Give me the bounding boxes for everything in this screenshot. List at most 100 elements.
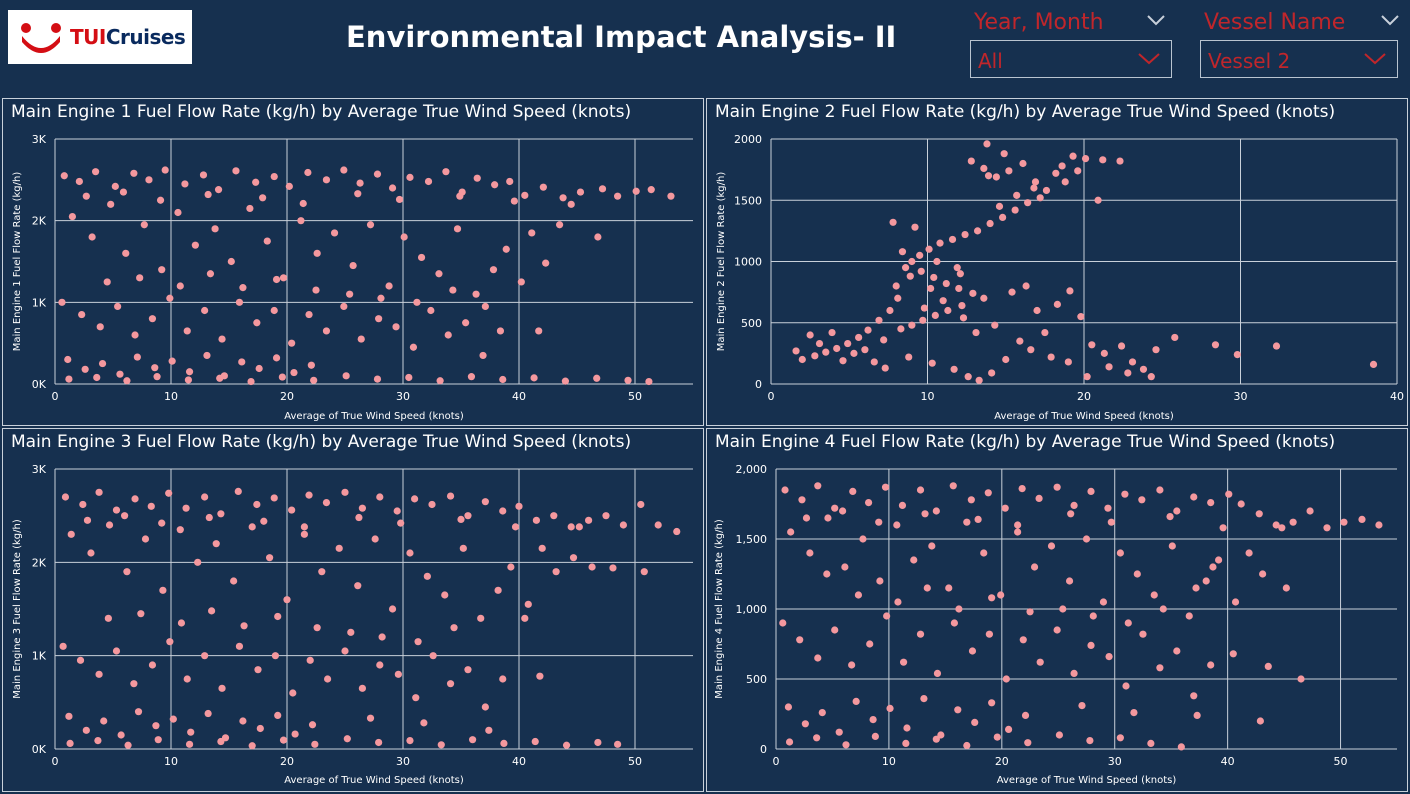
data-point[interactable] [1094,196,1102,204]
data-point[interactable] [158,519,166,527]
data-point[interactable] [136,274,144,282]
data-point[interactable] [673,527,681,536]
data-point[interactable] [1139,630,1147,638]
data-point[interactable] [955,605,963,613]
data-point[interactable] [967,496,975,504]
data-point[interactable] [347,628,355,636]
data-point[interactable] [299,199,307,208]
data-point[interactable] [1237,500,1245,508]
data-point[interactable] [211,225,219,233]
data-point[interactable] [464,512,472,520]
data-point[interactable] [844,339,852,348]
data-point[interactable] [318,568,326,576]
data-point[interactable] [988,699,996,707]
data-point[interactable] [59,642,67,650]
data-point[interactable] [65,712,73,720]
data-point[interactable] [216,374,224,382]
chevron-down-icon[interactable] [1363,47,1387,71]
data-point[interactable] [1033,306,1041,315]
data-point[interactable] [238,358,246,366]
data-point[interactable] [848,661,856,669]
data-point[interactable] [218,684,226,692]
data-point[interactable] [916,251,924,259]
data-point[interactable] [956,270,964,278]
data-point[interactable] [1055,731,1064,739]
data-point[interactable] [1369,360,1378,368]
data-point[interactable] [147,502,155,510]
data-point[interactable] [137,610,145,618]
data-point[interactable] [1002,675,1010,683]
data-point[interactable] [950,365,958,373]
data-point[interactable] [1070,501,1078,509]
data-point[interactable] [992,173,1000,181]
data-point[interactable] [539,183,547,191]
data-point[interactable] [875,518,883,526]
data-point[interactable] [270,306,278,315]
data-point[interactable] [1064,358,1072,366]
data-point[interactable] [117,731,125,739]
data-point[interactable] [932,507,940,515]
data-point[interactable] [191,241,199,249]
data-point[interactable] [141,535,150,543]
data-point[interactable] [499,675,507,683]
data-point[interactable] [375,738,383,747]
data-point[interactable] [1069,152,1077,160]
data-point[interactable] [185,740,194,748]
data-point[interactable] [377,294,385,302]
data-point[interactable] [567,200,575,208]
data-point[interactable] [322,499,331,507]
data-point[interactable] [366,221,375,229]
data-point[interactable] [1014,521,1022,529]
data-point[interactable] [588,563,596,571]
data-point[interactable] [502,245,510,253]
data-point[interactable] [78,310,86,319]
data-point[interactable] [413,298,421,306]
data-point[interactable] [1139,365,1148,373]
data-point[interactable] [575,523,583,531]
data-point[interactable] [1067,510,1075,518]
data-point[interactable] [232,167,240,175]
data-point[interactable] [88,233,96,241]
data-point[interactable] [464,666,472,674]
data-point[interactable] [1022,282,1030,290]
data-point[interactable] [1156,486,1164,494]
data-point[interactable] [1121,490,1129,498]
data-point[interactable] [340,166,348,174]
data-point[interactable] [1193,711,1201,719]
data-point[interactable] [919,316,927,324]
data-point[interactable] [852,697,860,705]
data-point[interactable] [481,302,489,311]
data-point[interactable] [304,168,312,177]
data-point[interactable] [963,741,971,750]
data-point[interactable] [1124,369,1132,377]
data-point[interactable] [312,286,320,294]
data-point[interactable] [972,328,980,337]
data-point[interactable] [593,374,601,382]
data-point[interactable] [1152,346,1160,354]
data-point[interactable] [802,514,811,522]
data-point[interactable] [290,368,298,377]
data-point[interactable] [1027,346,1035,354]
data-point[interactable] [980,164,988,172]
data-point[interactable] [1036,658,1044,666]
data-point[interactable] [159,586,167,594]
data-point[interactable] [442,168,450,176]
data-point[interactable] [1030,184,1038,192]
data-point[interactable] [76,656,85,664]
data-point[interactable] [667,192,675,200]
data-point[interactable] [420,719,428,727]
data-point[interactable] [239,717,247,725]
data-point[interactable] [1078,702,1086,710]
data-point[interactable] [814,654,822,662]
data-point[interactable] [1066,287,1074,295]
data-point[interactable] [212,540,220,548]
data-point[interactable] [64,355,72,364]
data-point[interactable] [68,212,76,221]
data-point[interactable] [270,494,278,502]
data-point[interactable] [569,554,578,562]
data-point[interactable] [248,523,256,531]
data-point[interactable] [815,339,824,348]
data-point[interactable] [176,282,184,290]
data-point[interactable] [967,157,975,165]
data-point[interactable] [111,182,119,190]
